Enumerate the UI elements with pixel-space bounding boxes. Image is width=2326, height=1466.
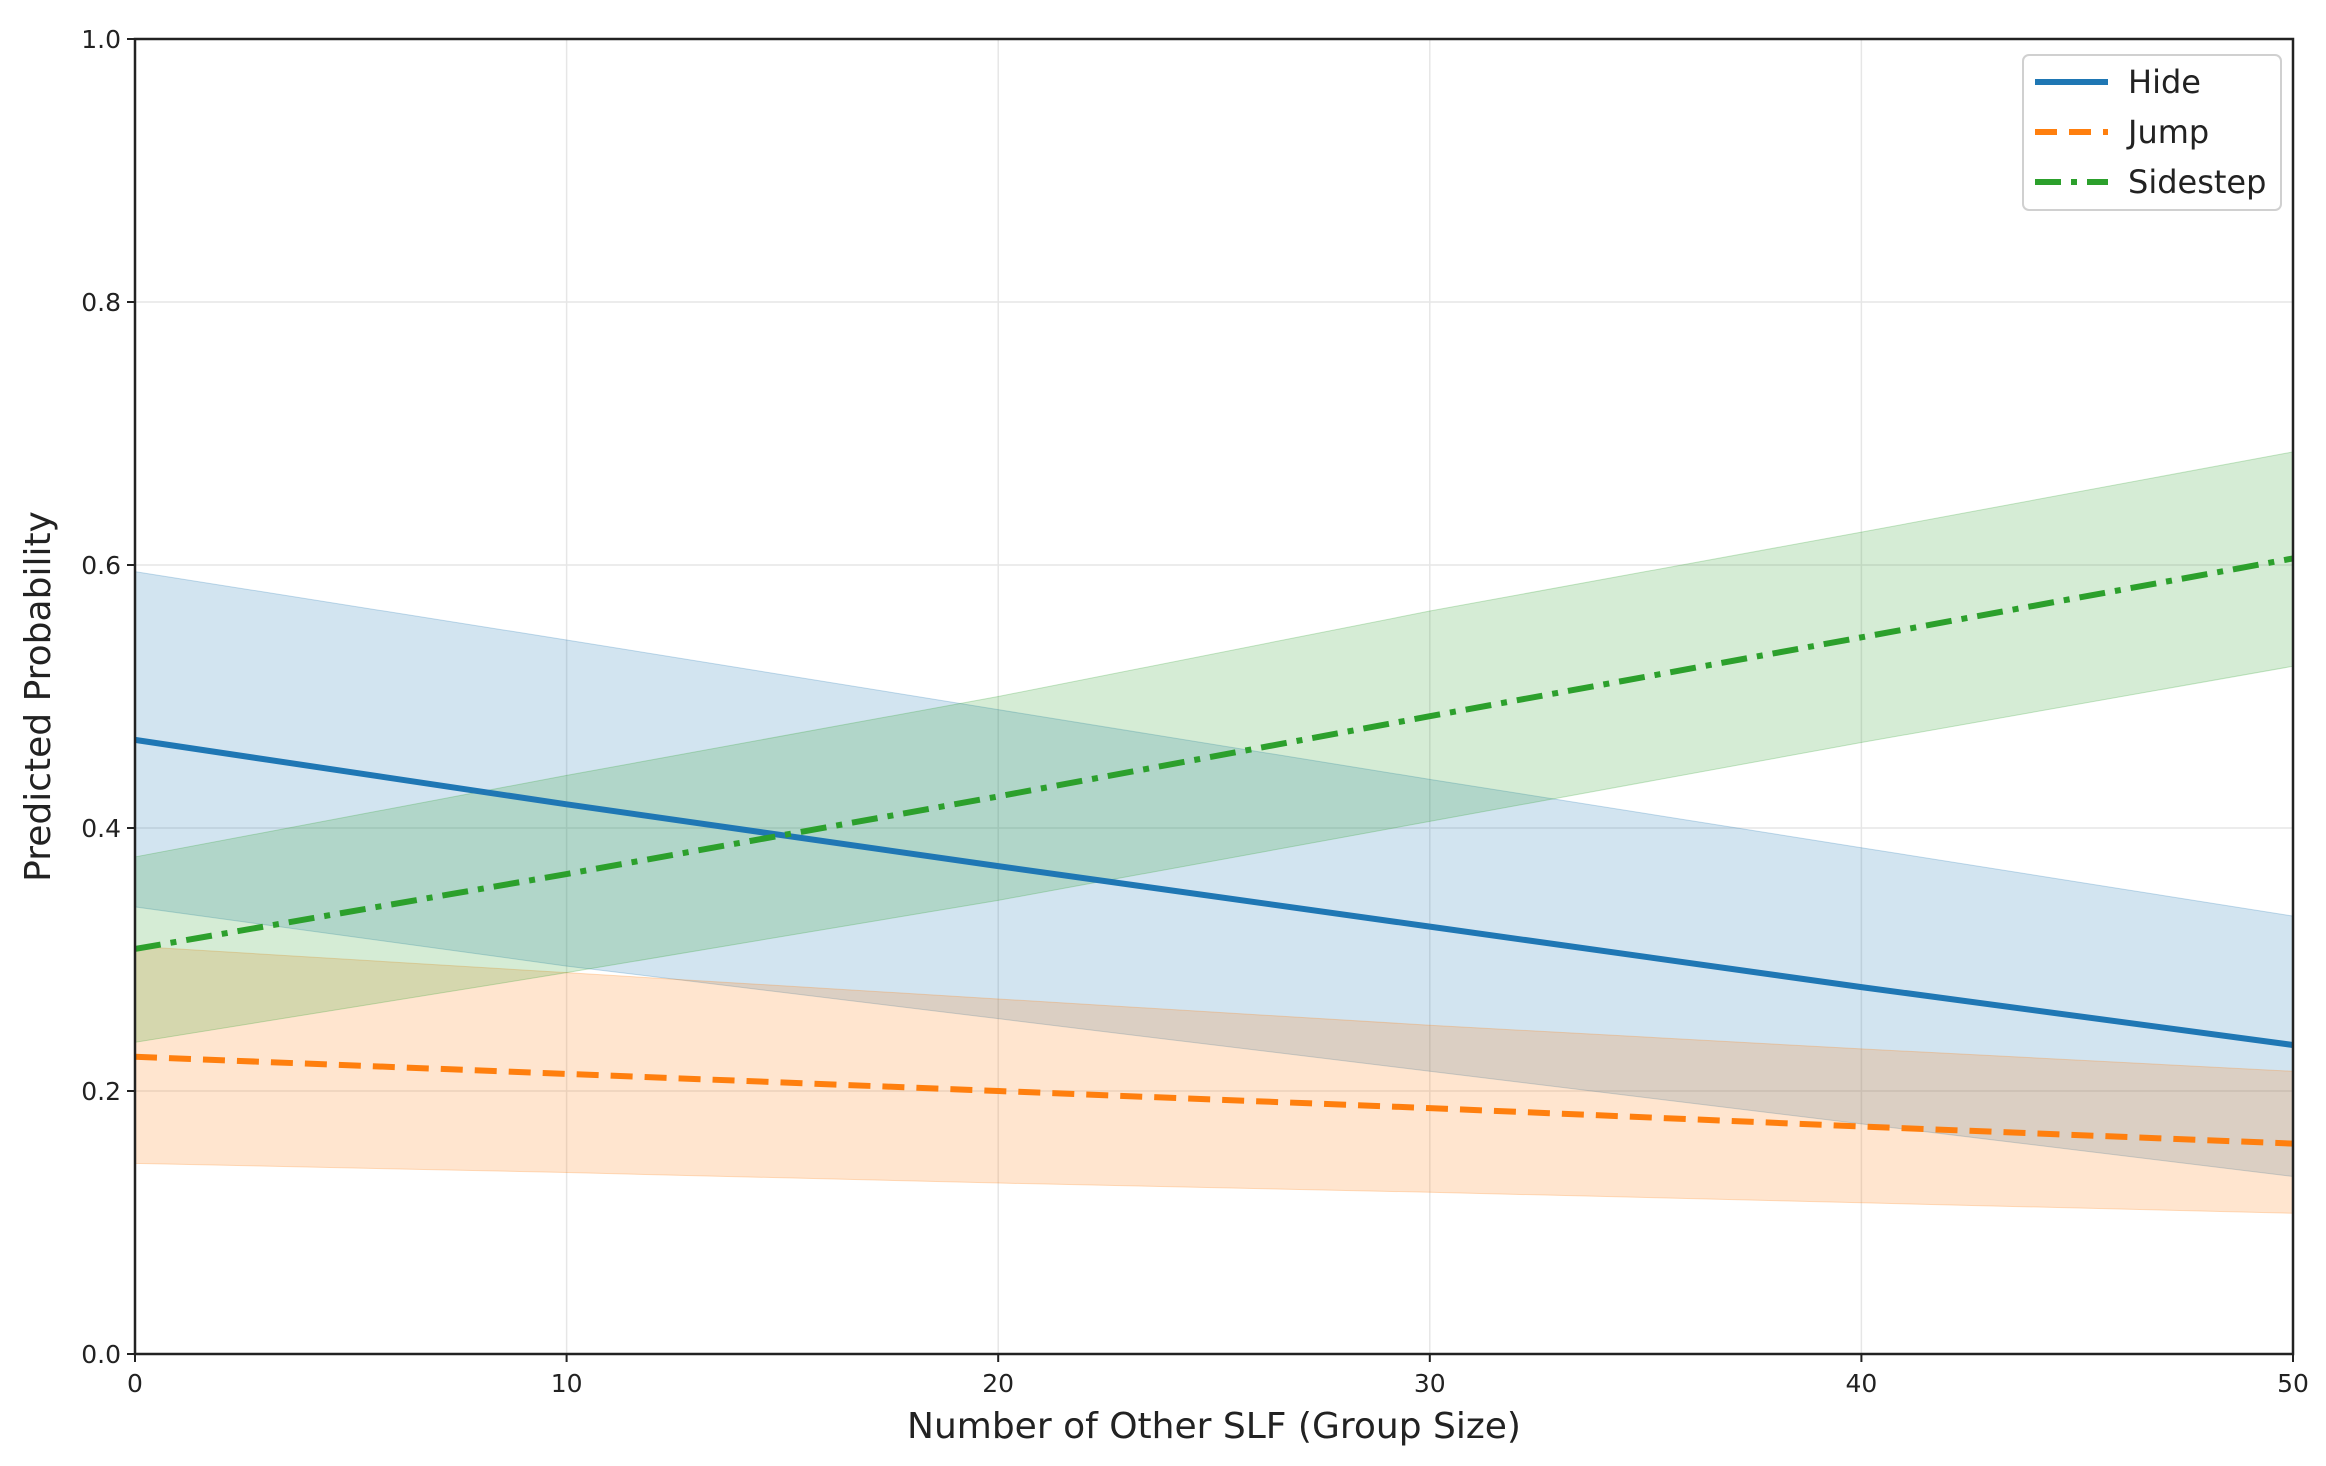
- y-tick-label: 0.2: [81, 1077, 121, 1106]
- ticks: 0 10 20 30 40 50 0.0 0.2 0.4 0.6 0.8 1.0: [81, 25, 2309, 1398]
- x-tick-label: 0: [127, 1369, 143, 1398]
- y-tick-label: 0.0: [81, 1340, 121, 1369]
- y-tick-label: 1.0: [81, 25, 121, 54]
- y-tick-label: 0.4: [81, 814, 121, 843]
- x-tick-label: 30: [1414, 1369, 1446, 1398]
- series-lines: [134, 555, 2294, 1147]
- x-tick-label: 40: [1845, 1369, 1877, 1398]
- confidence-bands: [134, 451, 2294, 1214]
- legend-label: Jump: [2126, 113, 2209, 151]
- legend-label: Sidestep: [2128, 163, 2266, 201]
- hide-line: [134, 736, 2294, 1048]
- jump-line: [134, 1053, 2294, 1147]
- y-axis-label: Predicted Probability: [18, 511, 59, 882]
- x-tick-label: 20: [982, 1369, 1014, 1398]
- x-axis-label: Number of Other SLF (Group Size): [907, 1406, 1521, 1447]
- y-tick-label: 0.8: [81, 288, 121, 317]
- legend-label: Hide: [2128, 63, 2201, 101]
- sidestep-line: [134, 555, 2294, 952]
- legend: Hide Jump Sidestep: [2022, 54, 2282, 211]
- legend-box: [2022, 54, 2282, 211]
- plot-frame: [133, 37, 2295, 1356]
- y-tick-label: 0.6: [81, 551, 121, 580]
- x-tick-label: 10: [551, 1369, 583, 1398]
- x-tick-label: 50: [2277, 1369, 2309, 1398]
